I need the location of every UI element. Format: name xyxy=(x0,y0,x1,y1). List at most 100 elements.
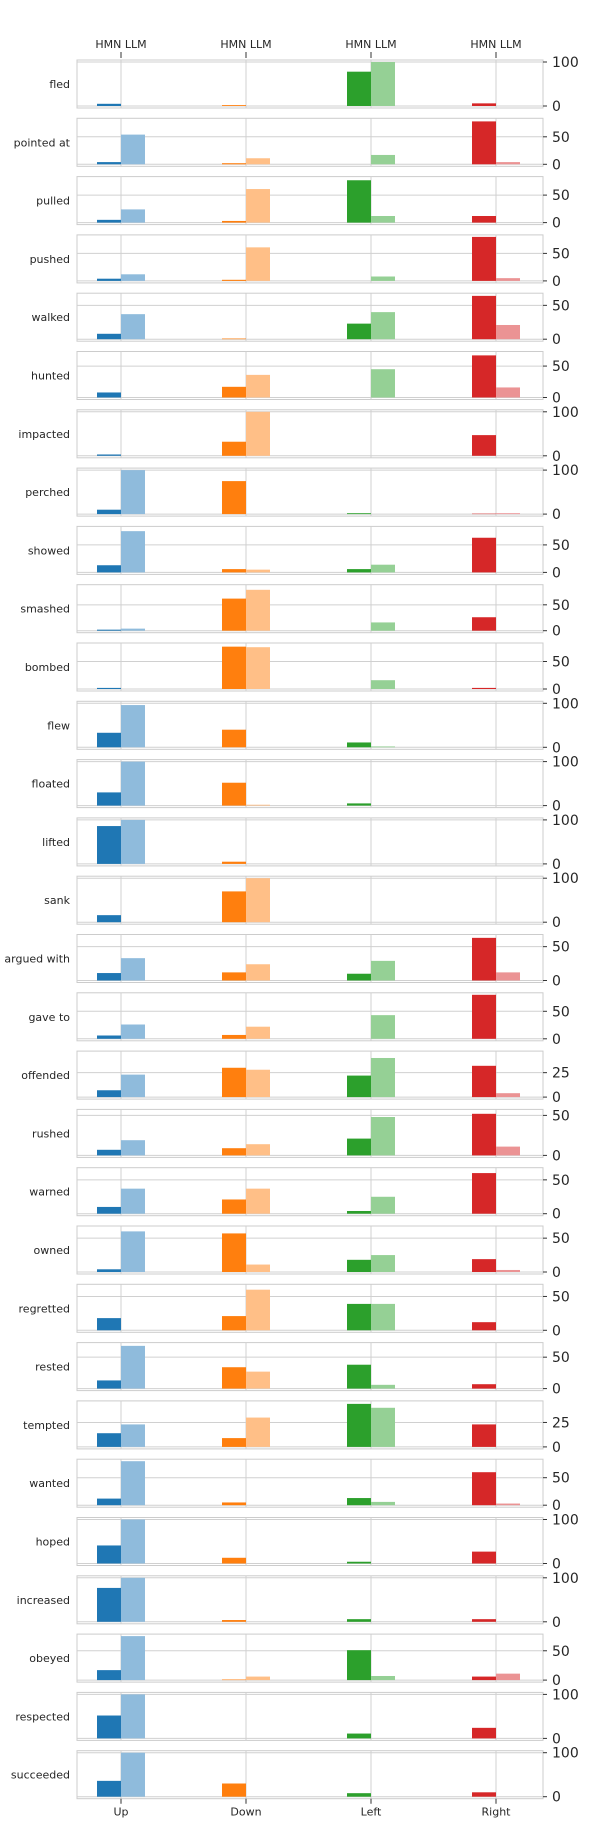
panel-perched xyxy=(76,467,544,517)
bar-gave-to-right-hmn xyxy=(472,994,496,1039)
row-label-lifted: lifted xyxy=(42,836,70,849)
bar-wanted-up-llm xyxy=(121,1461,145,1506)
bottom-label-right: Right xyxy=(482,1806,512,1819)
row-label-wanted: wanted xyxy=(29,1477,70,1490)
ytick-label-walked-0: 0 xyxy=(552,332,561,348)
ytick-label-smashed-50: 50 xyxy=(552,598,570,614)
bar-fled-up-hmn xyxy=(97,103,121,106)
ytick-label-fled-0: 0 xyxy=(552,99,561,115)
ytick-label-pushed-0: 0 xyxy=(552,274,561,290)
bar-floated-up-hmn xyxy=(97,792,121,806)
bar-warned-left-llm xyxy=(371,1196,395,1214)
ytick-label-hunted-0: 0 xyxy=(552,391,561,407)
ytick-label-showed-0: 0 xyxy=(552,565,561,581)
bar-increased-up-hmn xyxy=(97,1587,121,1622)
bar-hunted-up-hmn xyxy=(97,392,121,398)
bar-regretted-left-llm xyxy=(371,1303,395,1331)
bar-walked-up-llm xyxy=(121,314,145,340)
bar-pointed-at-right-hmn xyxy=(472,121,496,165)
row-label-owned: owned xyxy=(34,1244,70,1257)
bar-tempted-down-llm xyxy=(246,1417,270,1447)
bar-rested-up-llm xyxy=(121,1345,145,1389)
row-label-offended: offended xyxy=(21,1069,70,1082)
panel-flew xyxy=(76,700,544,750)
ytick-label-respected-100: 100 xyxy=(552,1687,579,1703)
panel-argued-with xyxy=(76,934,544,983)
bar-showed-left-llm xyxy=(371,564,395,573)
bar-argued-with-left-hmn xyxy=(347,973,371,981)
bar-flew-down-hmn xyxy=(222,729,246,748)
ytick-label-rushed-50: 50 xyxy=(552,1108,570,1124)
bar-wanted-right-llm xyxy=(496,1503,520,1506)
bar-pulled-down-hmn xyxy=(222,220,246,223)
bar-warned-left-hmn xyxy=(347,1210,371,1214)
bar-increased-up-llm xyxy=(121,1577,145,1622)
bar-flew-up-hmn xyxy=(97,732,121,748)
panel-pointed-at xyxy=(76,117,544,167)
bar-bombed-down-hmn xyxy=(222,646,246,689)
row-label-walked: walked xyxy=(31,311,70,324)
ytick-label-lifted-0: 0 xyxy=(552,857,561,873)
bar-smashed-up-llm xyxy=(121,628,145,631)
ytick-label-pointed-at-0: 0 xyxy=(552,157,561,173)
bar-hunted-left-llm xyxy=(371,369,395,398)
ytick-label-owned-50: 50 xyxy=(552,1231,570,1247)
bar-wanted-right-hmn xyxy=(472,1472,496,1506)
bar-smashed-right-hmn xyxy=(472,617,496,631)
bar-tempted-left-hmn xyxy=(347,1403,371,1447)
bar-rushed-up-hmn xyxy=(97,1149,121,1156)
bar-impacted-right-hmn xyxy=(472,435,496,456)
bar-owned-up-hmn xyxy=(97,1269,121,1272)
panel-wanted xyxy=(76,1458,544,1508)
ytick-label-tempted-25: 25 xyxy=(552,1415,570,1431)
bar-succeeded-left-hmn xyxy=(347,1793,371,1797)
bar-bombed-down-llm xyxy=(246,647,270,689)
ytick-label-respected-0: 0 xyxy=(552,1731,561,1747)
row-label-hoped: hoped xyxy=(36,1536,70,1549)
row-label-fled: fled xyxy=(49,78,70,91)
bar-floated-down-llm xyxy=(246,804,270,806)
ytick-label-rested-50: 50 xyxy=(552,1350,570,1366)
bar-showed-down-llm xyxy=(246,569,270,573)
ytick-label-showed-50: 50 xyxy=(552,538,570,554)
ytick-label-offended-25: 25 xyxy=(552,1066,570,1082)
bar-rushed-right-hmn xyxy=(472,1113,496,1156)
panel-warned xyxy=(76,1167,544,1217)
bar-perched-up-hmn xyxy=(97,509,121,515)
bar-pointed-at-down-hmn xyxy=(222,163,246,165)
bar-pulled-down-llm xyxy=(246,189,270,223)
panel-tempted xyxy=(76,1400,544,1450)
ytick-label-bombed-50: 50 xyxy=(552,655,570,671)
row-label-obeyed: obeyed xyxy=(29,1652,70,1665)
ytick-label-perched-100: 100 xyxy=(552,463,579,479)
bar-obeyed-up-hmn xyxy=(97,1670,121,1681)
row-label-pointed-at: pointed at xyxy=(14,136,71,149)
bar-warned-down-llm xyxy=(246,1188,270,1214)
panel-floated xyxy=(76,759,544,809)
bar-flew-left-hmn xyxy=(347,742,371,748)
bar-rushed-down-llm xyxy=(246,1144,270,1156)
bar-offended-right-hmn xyxy=(472,1065,496,1098)
bar-showed-left-hmn xyxy=(347,569,371,573)
bar-sank-up-hmn xyxy=(97,915,121,923)
row-label-increased: increased xyxy=(17,1594,70,1607)
bar-walked-up-hmn xyxy=(97,333,121,340)
panel-increased xyxy=(76,1575,544,1625)
bar-argued-with-right-llm xyxy=(496,972,520,981)
bar-hunted-down-hmn xyxy=(222,386,246,398)
bar-argued-with-right-hmn xyxy=(472,937,496,981)
bar-obeyed-down-hmn xyxy=(222,1679,246,1681)
ytick-label-owned-0: 0 xyxy=(552,1265,561,1281)
panel-succeeded xyxy=(76,1750,544,1800)
row-label-rested: rested xyxy=(35,1361,70,1374)
ytick-label-impacted-100: 100 xyxy=(552,405,579,421)
bar-tempted-up-hmn xyxy=(97,1433,121,1447)
panel-smashed xyxy=(76,584,544,634)
bar-owned-down-llm xyxy=(246,1264,270,1272)
bar-owned-right-llm xyxy=(496,1269,520,1272)
bar-sank-down-hmn xyxy=(222,891,246,923)
bar-respected-up-hmn xyxy=(97,1715,121,1739)
bar-rested-left-hmn xyxy=(347,1364,371,1389)
bar-regretted-right-hmn xyxy=(472,1322,496,1331)
panel-pushed xyxy=(76,234,544,284)
